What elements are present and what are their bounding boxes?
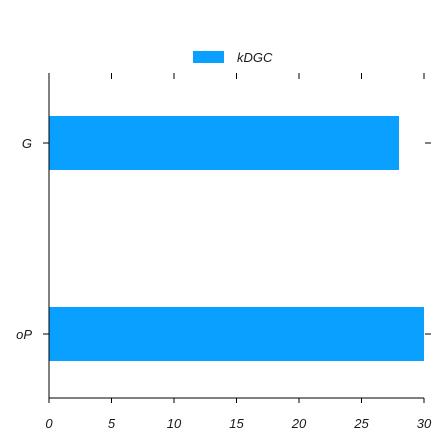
bar-oP xyxy=(49,307,424,361)
x-tick-label: 0 xyxy=(45,416,53,431)
x-tick-label: 15 xyxy=(229,416,244,431)
x-tick-label: 10 xyxy=(167,416,182,431)
x-tick-label: 25 xyxy=(353,416,369,431)
plot-area: 0 5 10 15 20 25 30 GoP xyxy=(16,73,432,431)
x-tick-label: 30 xyxy=(417,416,432,431)
legend-swatch xyxy=(193,51,224,63)
legend-label: kDGC xyxy=(237,50,273,65)
x-tick-label: 20 xyxy=(291,416,307,431)
y-tick-label: oP xyxy=(16,327,32,342)
legend: kDGC xyxy=(193,50,273,65)
x-tick-label: 5 xyxy=(108,416,116,431)
y-tick-label: G xyxy=(22,136,32,151)
bar-G xyxy=(49,116,399,170)
